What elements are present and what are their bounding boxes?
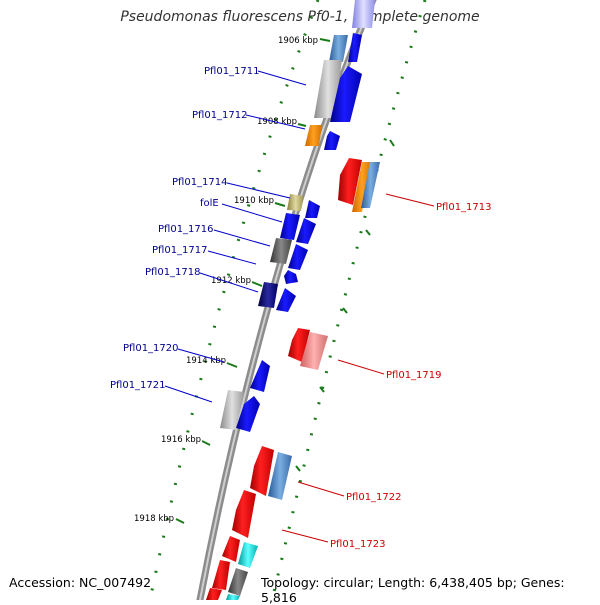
gene-label: folE (200, 198, 219, 209)
gene-pfl01-1716 (270, 238, 308, 270)
gene-pfl01-1721 (220, 390, 260, 432)
left-dotted-track (148, 0, 320, 600)
gene-label: Pfl01_1723 (330, 539, 386, 550)
tick-label: 1914 kbp (186, 356, 226, 366)
gene-pfl01-1720 (250, 360, 270, 392)
gene-pfl01-1718 (258, 282, 296, 312)
gene-label: Pfl01_1722 (346, 492, 402, 503)
gene-pfl01-1711 (314, 33, 362, 122)
gene-label: Pfl01_1720 (123, 343, 179, 354)
right-dotted-track (270, 0, 427, 600)
gene-label: Pfl01_1716 (158, 224, 214, 235)
gene-pfl01-1717 (284, 270, 298, 284)
gene-pfl01-1712 (305, 125, 340, 150)
gene-pfl01-1713 (338, 158, 380, 212)
gene-label: Pfl01_1718 (145, 267, 201, 278)
tick-label: 1918 kbp (134, 514, 174, 524)
gene-pfl01-1714 (287, 194, 320, 218)
gene-label: Pfl01_1712 (192, 110, 248, 121)
accession-text: Accession: NC_007492 (9, 575, 152, 590)
topology-text: Topology: circular; Length: 6,438,405 bp… (261, 575, 565, 605)
gene-label: Pfl01_1713 (436, 202, 492, 213)
gene-feature-bottom (206, 536, 258, 600)
gene-feature (352, 0, 375, 28)
tick-label: 1906 kbp (278, 36, 318, 46)
tick-label: 1912 kbp (211, 276, 251, 286)
tick-marks: 1906 kbp 1908 kbp 1910 kbp 1912 kbp 1914… (134, 36, 395, 524)
gene-label: Pfl01_1721 (110, 380, 166, 391)
gene-label: Pfl01_1717 (152, 245, 208, 256)
gene-fole (280, 213, 316, 244)
gene-pfl01-1719 (288, 328, 328, 370)
gene-label: Pfl01_1711 (204, 66, 260, 77)
tick-label: 1916 kbp (161, 435, 201, 445)
gene-label: Pfl01_1719 (386, 370, 442, 381)
right-labels: Pfl01_1713 Pfl01_1719 Pfl01_1722 Pfl01_1… (281, 193, 492, 550)
gene-pfl01-1723 (232, 490, 256, 538)
gene-label: Pfl01_1714 (172, 177, 228, 188)
tick-label: 1910 kbp (234, 196, 274, 206)
gene-pfl01-1722 (250, 446, 292, 500)
map-title: Pseudomonas fluorescens Pf0-1, complete … (120, 9, 480, 25)
left-labels: Pfl01_1711 Pfl01_1712 Pfl01_1714 folE Pf… (110, 66, 307, 403)
